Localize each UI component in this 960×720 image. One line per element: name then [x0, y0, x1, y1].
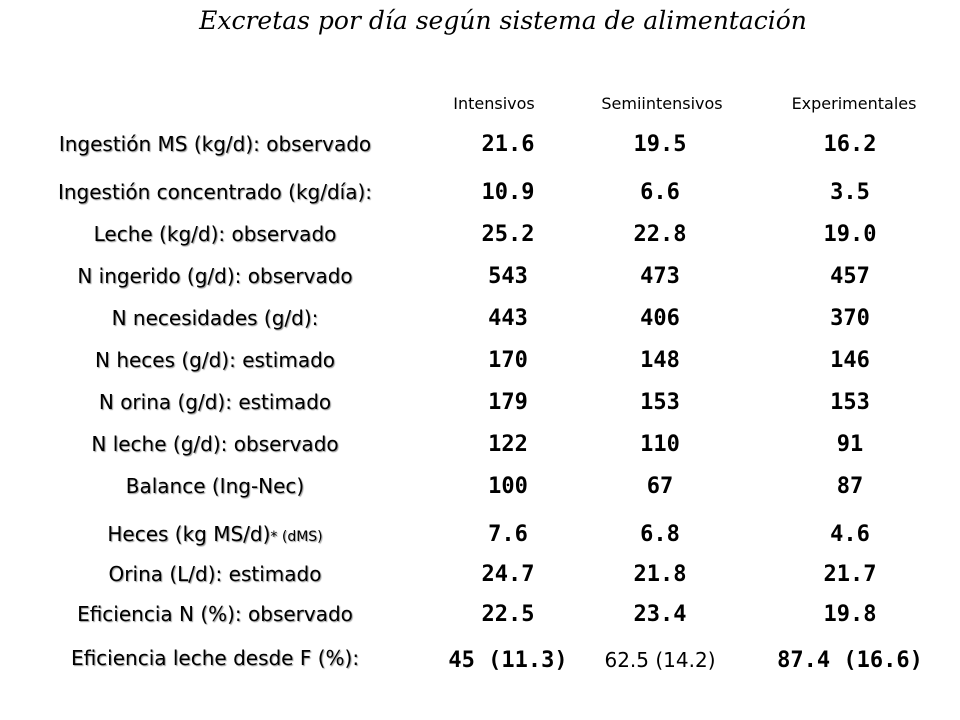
cell-intensivos: 7.6	[488, 522, 528, 547]
cell-experimentales: 87.4 (16.6)	[777, 648, 923, 673]
cell-semiintensivos: 110	[640, 432, 680, 457]
row-label: N heces (g/d): estimado	[0, 348, 430, 372]
cell-semiintensivos: 62.5 (14.2)	[604, 648, 716, 672]
row-label-text: Leche (kg/d): observado	[93, 222, 337, 246]
row-label: N leche (g/d): observado	[0, 432, 430, 456]
row-label-note: * (dMS)	[270, 529, 323, 545]
row-label-text: N leche (g/d): observado	[91, 432, 339, 456]
cell-intensivos: 24.7	[481, 562, 535, 587]
cell-intensivos: 10.9	[481, 180, 535, 205]
row-label: Eficiencia leche desde F (%):	[0, 646, 430, 670]
cell-experimentales: 457	[830, 264, 870, 289]
row-label: N necesidades (g/d):	[0, 306, 430, 330]
cell-experimentales: 153	[830, 390, 870, 415]
cell-semiintensivos: 148	[640, 348, 680, 373]
row-label: Ingestión MS (kg/d): observado	[0, 132, 430, 156]
table-row: Heces (kg MS/d)* (dMS) 7.6 6.8 4.6	[0, 522, 960, 562]
cell-intensivos: 122	[488, 432, 528, 457]
row-label: Orina (L/d): estimado	[0, 562, 430, 586]
table-row: Balance (Ing-Nec) 100 67 87	[0, 474, 960, 514]
row-label-text: N ingerido (g/d): observado	[77, 264, 353, 288]
row-label-text: N orina (g/d): estimado	[98, 390, 332, 414]
row-label: Leche (kg/d): observado	[0, 222, 430, 246]
column-header-semiintensivos: Semiintensivos	[601, 94, 723, 113]
cell-experimentales: 146	[830, 348, 870, 373]
cell-experimentales: 16.2	[823, 132, 877, 157]
cell-intensivos: 21.6	[481, 132, 535, 157]
cell-experimentales: 19.0	[823, 222, 877, 247]
cell-intensivos: 25.2	[481, 222, 535, 247]
row-label-text: Ingestión concentrado (kg/día):	[57, 180, 373, 204]
row-label-text: Eficiencia leche desde F (%):	[70, 646, 360, 670]
cell-experimentales: 21.7	[823, 562, 877, 587]
row-label-text: Ingestión MS (kg/d): observado	[58, 132, 372, 156]
row-label: N orina (g/d): estimado	[0, 390, 430, 414]
cell-experimentales: 3.5	[830, 180, 870, 205]
column-header-intensivos: Intensivos	[453, 94, 535, 113]
cell-experimentales: 87	[836, 474, 864, 499]
cell-intensivos: 22.5	[481, 602, 535, 627]
cell-semiintensivos: 19.5	[633, 132, 687, 157]
cell-semiintensivos: 23.4	[633, 602, 687, 627]
row-label-text: Heces (kg MS/d)	[107, 522, 271, 546]
cell-experimentales: 370	[830, 306, 870, 331]
row-label-text: Orina (L/d): estimado	[108, 562, 322, 586]
cell-semiintensivos: 67	[646, 474, 674, 499]
row-label: Eficiencia N (%): observado	[0, 602, 430, 626]
cell-experimentales: 91	[836, 432, 864, 457]
cell-experimentales: 19.8	[823, 602, 877, 627]
table-row: N ingerido (g/d): observado 543 473 457	[0, 264, 960, 304]
table-row: N leche (g/d): observado 122 110 91	[0, 432, 960, 472]
table-row: Eficiencia N (%): observado 22.5 23.4 19.8	[0, 602, 960, 642]
table-row: Leche (kg/d): observado 25.2 22.8 19.0	[0, 222, 960, 262]
cell-experimentales: 4.6	[830, 522, 870, 547]
row-label-text: Eficiencia N (%): observado	[77, 602, 353, 626]
table-row: Ingestión MS (kg/d): observado 21.6 19.5 16…	[0, 132, 960, 172]
cell-semiintensivos: 21.8	[633, 562, 687, 587]
row-label: Ingestión concentrado (kg/día):	[0, 180, 430, 204]
row-label: Balance (Ing-Nec)	[0, 474, 430, 498]
table-row: N necesidades (g/d): 443 406 370	[0, 306, 960, 346]
cell-intensivos: 443	[488, 306, 528, 331]
cell-semiintensivos: 406	[640, 306, 680, 331]
table-row: Eficiencia leche desde F (%): 45 (11.3) 62…	[0, 646, 960, 686]
table-row: Ingestión concentrado (kg/día): 10.9 6.6 3.…	[0, 180, 960, 220]
cell-semiintensivos: 6.8	[640, 522, 680, 547]
cell-intensivos: 170	[488, 348, 528, 373]
table-row: N orina (g/d): estimado 179 153 153	[0, 390, 960, 430]
cell-intensivos: 100	[488, 474, 528, 499]
cell-intensivos: 45 (11.3)	[448, 648, 568, 673]
table-row: Orina (L/d): estimado 24.7 21.8 21.7	[0, 562, 960, 602]
cell-semiintensivos: 22.8	[633, 222, 687, 247]
row-label: Heces (kg MS/d)* (dMS)	[0, 522, 430, 546]
cell-intensivos: 179	[488, 390, 528, 415]
cell-semiintensivos: 6.6	[640, 180, 680, 205]
row-label: N ingerido (g/d): observado	[0, 264, 430, 288]
table-row: N heces (g/d): estimado 170 148 146	[0, 348, 960, 388]
page-title: Excretas por día según sistema de alimen…	[199, 6, 807, 35]
cell-semiintensivos: 473	[640, 264, 680, 289]
row-label-text: N necesidades (g/d):	[111, 306, 319, 330]
row-label-text: N heces (g/d): estimado	[95, 348, 335, 372]
row-label-text: Balance (Ing-Nec)	[125, 474, 305, 498]
cell-intensivos: 543	[488, 264, 528, 289]
cell-semiintensivos: 153	[640, 390, 680, 415]
column-header-experimentales: Experimentales	[791, 94, 917, 113]
